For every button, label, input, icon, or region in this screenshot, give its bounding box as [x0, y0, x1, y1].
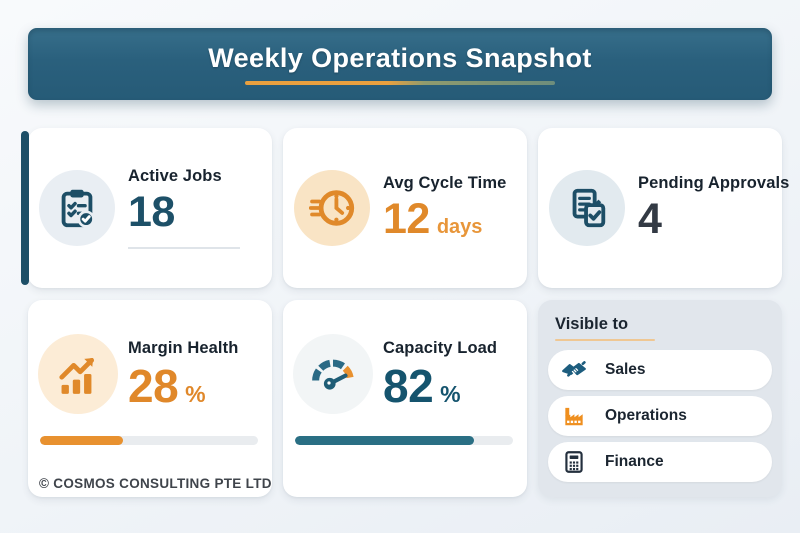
visibility-panel-title: Visible to — [555, 315, 629, 333]
visibility-panel: Visible to Sales — [538, 300, 782, 497]
copyright-text: © COSMOS CONSULTING PTE LTD — [39, 476, 272, 491]
fast-clock-icon — [294, 170, 370, 246]
metric-value: 12 — [383, 195, 430, 244]
calculator-icon — [565, 451, 583, 473]
page-title: Weekly Operations Snapshot — [208, 43, 592, 73]
card-pending-approvals: Pending Approvals 4 — [538, 128, 790, 288]
documents-check-icon — [549, 170, 625, 246]
clipboard-check-icon — [39, 170, 115, 246]
visibility-item-label: Finance — [605, 453, 664, 470]
card-capacity-load: Capacity Load 82 % — [283, 300, 527, 497]
metric-value: 28 — [128, 359, 179, 412]
metric-value: 4 — [638, 195, 662, 244]
capacity-load-progressbar — [295, 436, 513, 445]
gauge-icon — [293, 334, 373, 414]
metric-label: Active Jobs — [128, 166, 222, 185]
metric-label: Avg Cycle Time — [383, 174, 507, 193]
visibility-title-underline — [555, 339, 655, 341]
title-underline — [245, 81, 555, 85]
card-avg-cycle-time: Avg Cycle Time 12 days — [283, 128, 527, 288]
metric-label: Pending Approvals — [638, 174, 790, 193]
header-banner: Weekly Operations Snapshot — [28, 28, 772, 100]
card-active-jobs: Active Jobs 18 — [21, 128, 272, 288]
margin-health-progressbar — [40, 436, 258, 445]
metric-value: 82 — [383, 359, 434, 412]
metric-label: Capacity Load — [383, 338, 498, 357]
visibility-item-operations[interactable]: Operations — [548, 396, 772, 436]
card-accent-bar — [21, 131, 29, 285]
value-underline — [128, 247, 240, 250]
metric-label: Margin Health — [128, 338, 239, 357]
metric-unit: % — [185, 380, 206, 407]
visibility-item-finance[interactable]: Finance — [548, 442, 772, 482]
bar-chart-up-icon — [38, 334, 118, 414]
progress-fill — [40, 436, 123, 445]
handshake-icon — [562, 361, 586, 377]
progress-fill — [295, 436, 474, 445]
metric-value: 18 — [128, 187, 175, 236]
visibility-item-sales[interactable]: Sales — [548, 350, 772, 390]
card-margin-health: Margin Health 28 % © COSMOS CONSULTING P… — [28, 300, 272, 497]
visibility-item-label: Operations — [605, 407, 687, 424]
metric-unit: % — [440, 380, 461, 407]
metric-unit: days — [436, 216, 483, 239]
visibility-item-label: Sales — [605, 361, 646, 378]
factory-icon — [565, 407, 583, 426]
